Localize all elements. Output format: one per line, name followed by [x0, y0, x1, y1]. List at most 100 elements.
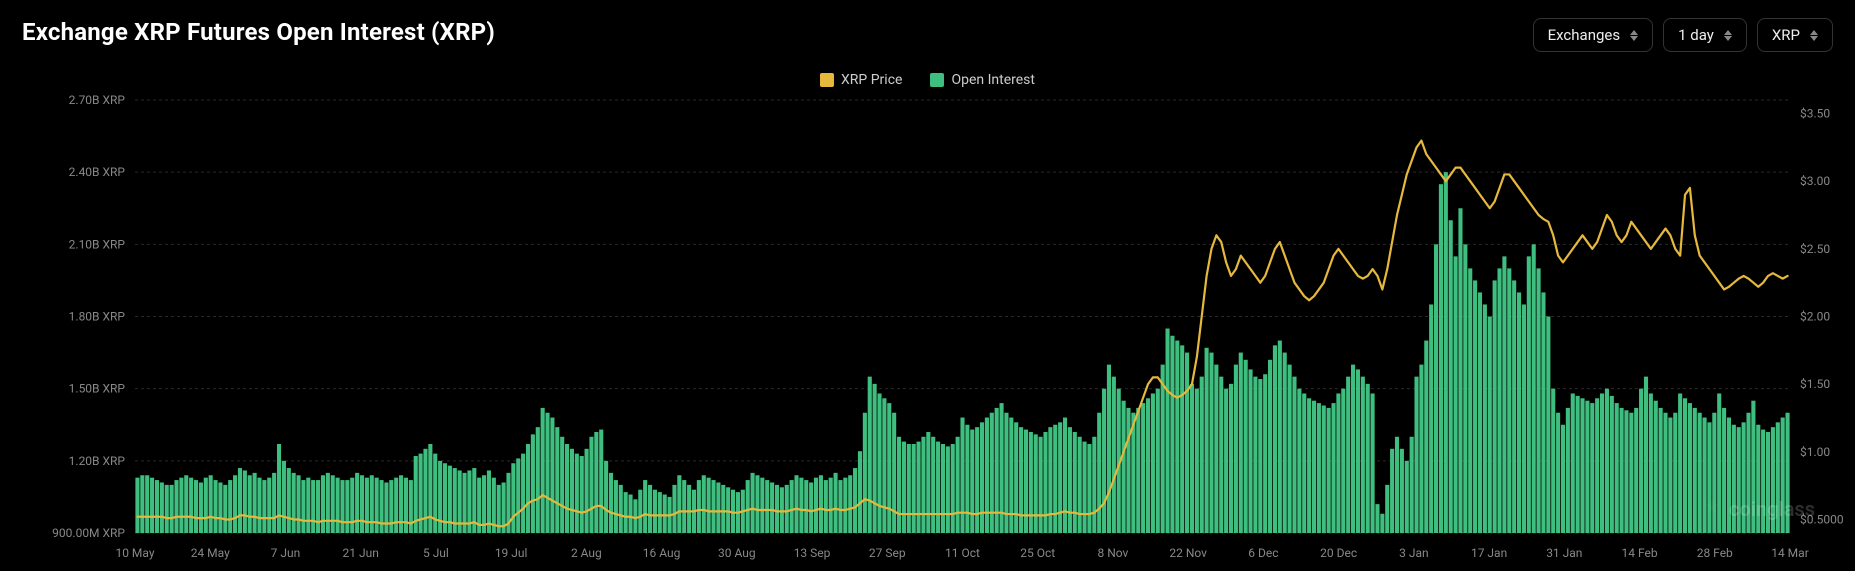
oi-bar	[907, 444, 911, 533]
oi-bar	[628, 495, 632, 533]
oi-bar	[1200, 377, 1204, 533]
oi-bar	[1454, 256, 1458, 533]
oi-bar	[887, 403, 891, 533]
oi-bar	[1629, 413, 1633, 533]
oi-bar	[1141, 403, 1145, 533]
oi-bar	[819, 475, 823, 533]
oi-bar	[248, 475, 252, 533]
oi-bar	[272, 473, 276, 533]
oi-bar	[428, 444, 432, 533]
oi-bar	[858, 451, 862, 533]
timeframe-selector[interactable]: 1 day	[1663, 18, 1747, 52]
svg-text:2.40B XRP: 2.40B XRP	[69, 165, 126, 179]
oi-bar	[1019, 427, 1023, 533]
oi-bar	[145, 475, 149, 533]
oi-bar	[1307, 398, 1311, 533]
oi-bar	[882, 398, 886, 533]
oi-bar	[1585, 401, 1589, 533]
oi-bar	[541, 408, 545, 533]
oi-bar	[1244, 360, 1248, 533]
oi-bar	[375, 478, 379, 533]
exchanges-selector[interactable]: Exchanges	[1533, 18, 1654, 52]
oi-bar	[1507, 268, 1511, 533]
oi-bar	[140, 475, 144, 533]
timeframe-label: 1 day	[1678, 26, 1714, 44]
oi-bar	[1292, 377, 1296, 533]
legend-oi-label: Open Interest	[951, 72, 1035, 88]
oi-bar	[609, 473, 613, 533]
oi-bar	[843, 478, 847, 533]
oi-bar	[1107, 365, 1111, 533]
oi-bar	[790, 480, 794, 533]
oi-bar	[1146, 398, 1150, 533]
svg-text:3 Jan: 3 Jan	[1399, 546, 1429, 560]
oi-bar	[995, 408, 999, 533]
oi-bar	[1302, 393, 1306, 533]
oi-bar	[921, 437, 925, 533]
oi-bar	[585, 449, 589, 533]
oi-bar	[980, 422, 984, 533]
oi-bar	[1600, 393, 1604, 533]
oi-bar	[1712, 413, 1716, 533]
svg-text:$2.50: $2.50	[1800, 242, 1830, 256]
oi-bar	[179, 478, 183, 533]
legend-oi[interactable]: Open Interest	[930, 72, 1035, 88]
oi-bar	[1458, 208, 1462, 533]
asset-selector[interactable]: XRP	[1757, 18, 1833, 52]
oi-bar	[355, 473, 359, 533]
oi-bar	[340, 480, 344, 533]
oi-bar	[624, 492, 628, 533]
oi-bar	[853, 468, 857, 533]
oi-bar	[267, 478, 271, 533]
oi-bar	[155, 480, 159, 533]
oi-bar	[1751, 401, 1755, 533]
oi-bar	[423, 449, 427, 533]
oi-bar	[1331, 403, 1335, 533]
selector-group: Exchanges 1 day XRP	[1533, 18, 1833, 52]
oi-bar	[785, 485, 789, 533]
oi-bar	[1659, 408, 1663, 533]
svg-text:19 Jul: 19 Jul	[495, 546, 528, 560]
oi-bar	[1268, 360, 1272, 533]
oi-bar	[1161, 365, 1165, 533]
oi-bar	[1590, 403, 1594, 533]
oi-bar	[1493, 280, 1497, 533]
oi-bar	[648, 485, 652, 533]
chevron-sort-icon	[1810, 30, 1818, 41]
oi-bar	[135, 478, 139, 533]
oi-bar	[814, 478, 818, 533]
oi-bar	[677, 475, 681, 533]
oi-bar	[1214, 365, 1218, 533]
oi-bar	[1463, 244, 1467, 533]
oi-bar	[174, 480, 178, 533]
oi-bar	[1502, 256, 1506, 533]
oi-bar	[301, 480, 305, 533]
oi-bar	[1639, 389, 1643, 533]
oi-bar	[824, 480, 828, 533]
chart-svg[interactable]: 900.00M XRP1.20B XRP1.50B XRP1.80B XRP2.…	[0, 90, 1855, 571]
oi-bar	[1224, 389, 1228, 533]
oi-bar	[1693, 408, 1697, 533]
oi-bar	[1742, 422, 1746, 533]
oi-bar	[1190, 384, 1194, 533]
oi-bar	[1419, 365, 1423, 533]
oi-bar	[1746, 413, 1750, 533]
legend-price[interactable]: XRP Price	[820, 72, 902, 88]
oi-bar	[1082, 442, 1086, 533]
oi-bar	[150, 478, 154, 533]
oi-bar	[1229, 384, 1233, 533]
oi-bar	[1288, 365, 1292, 533]
oi-bar	[1781, 418, 1785, 533]
oi-bar	[1185, 353, 1189, 533]
oi-bar	[1219, 377, 1223, 533]
oi-bar	[726, 487, 730, 533]
oi-bar	[555, 427, 559, 533]
oi-bar	[1073, 432, 1077, 533]
oi-bar	[1444, 172, 1448, 533]
oi-bar	[1512, 280, 1516, 533]
oi-bar	[809, 482, 813, 533]
oi-bar	[1439, 184, 1443, 533]
svg-text:$1.00: $1.00	[1800, 445, 1830, 459]
oi-bar	[170, 485, 174, 533]
oi-bar	[931, 437, 935, 533]
